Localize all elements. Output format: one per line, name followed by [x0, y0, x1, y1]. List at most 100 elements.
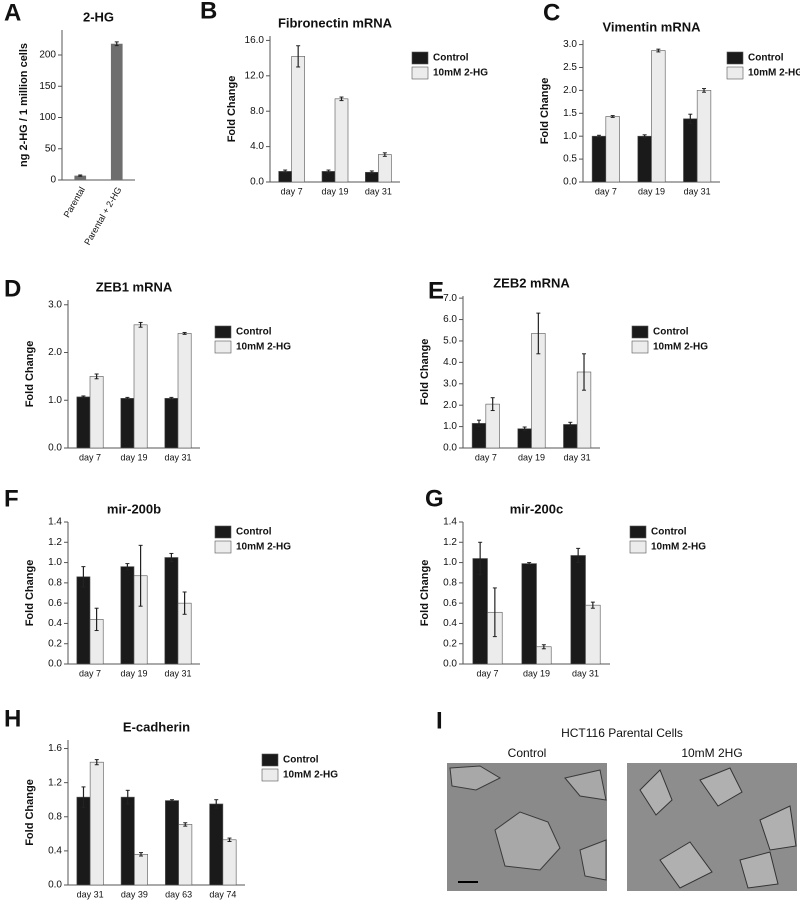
y-tick-label: 0 [50, 175, 56, 186]
y-tick-label: 0.0 [250, 177, 264, 188]
y-tick-label: 2.0 [48, 347, 62, 358]
y-tick-label: 3.0 [563, 39, 577, 50]
cells [639, 767, 797, 889]
panel-letter: A [4, 0, 21, 26]
chart-panel: B Fibronectin mRNA Fold Change 0.0 4.0 8.0 12.… [200, 0, 488, 196]
micrograph-panel: I HCT116 Parental Cells Control 10mM 2HG [436, 707, 797, 891]
panel-letter: G [425, 485, 444, 512]
cells [449, 765, 607, 881]
bar [76, 576, 91, 665]
bar [89, 761, 104, 886]
bar [591, 135, 607, 183]
y-tick-label: 16.0 [245, 35, 265, 46]
y-tick-label: 0.0 [48, 443, 62, 454]
y-tick-label: 2.0 [443, 400, 457, 411]
x-tick-label: day 19 [120, 668, 147, 678]
x-tick-label: day 19 [120, 452, 147, 462]
y-tick-label: 0.6 [443, 598, 457, 609]
bar [536, 646, 552, 665]
image-label: Control [508, 746, 547, 760]
legend-swatch [629, 525, 647, 539]
y-tick-label: 0.2 [443, 638, 457, 649]
legend-swatch [629, 540, 647, 554]
bar [74, 175, 87, 180]
y-tick-label: 0.4 [48, 846, 62, 857]
legend-swatch [214, 340, 232, 354]
y-tick-label: 1.4 [48, 517, 62, 528]
y-tick-label: 3.0 [443, 378, 457, 389]
y-axis-label: Fold Change [419, 339, 431, 406]
y-tick-label: 0.8 [443, 577, 457, 588]
bar [563, 424, 578, 449]
x-tick-label: day 31 [77, 889, 104, 899]
y-tick-label: 7.0 [443, 293, 457, 304]
y-tick-label: 150 [39, 81, 56, 92]
legend-swatch [631, 340, 649, 354]
y-tick-label: 200 [39, 50, 56, 61]
y-tick-label: 0.0 [48, 659, 62, 670]
panel-letter: F [4, 485, 19, 512]
y-tick-label: 4.0 [443, 357, 457, 368]
x-tick-label: day 74 [209, 889, 236, 899]
legend-label: 10mM 2-HG [236, 342, 291, 353]
y-tick-label: 6.0 [443, 314, 457, 325]
y-tick-label: 0.4 [443, 618, 457, 629]
chart-title: ZEB2 mRNA [493, 275, 570, 290]
y-tick-label: 2.0 [563, 85, 577, 96]
chart-title: ZEB1 mRNA [96, 279, 173, 294]
legend-label: Control [748, 53, 784, 64]
y-tick-label: 0.0 [563, 177, 577, 188]
legend-swatch [411, 66, 429, 80]
y-tick-label: 0.0 [443, 659, 457, 670]
y-tick-label: 1.0 [48, 395, 62, 406]
legend-label: 10mM 2-HG [748, 68, 800, 79]
legend-label: Control [653, 327, 689, 338]
chart-title: mir-200c [510, 501, 563, 516]
x-tick-label: day 31 [572, 668, 599, 678]
y-tick-label: 1.0 [443, 557, 457, 568]
chart-title: Vimentin mRNA [603, 19, 702, 34]
y-tick-label: 8.0 [250, 106, 264, 117]
y-tick-label: 1.0 [48, 557, 62, 568]
x-tick-label: day 7 [595, 186, 617, 196]
y-tick-label: 0.2 [48, 638, 62, 649]
y-axis-label: Fold Change [24, 560, 36, 627]
legend-label: Control [236, 327, 272, 338]
bar [517, 428, 532, 449]
bar [651, 50, 666, 183]
y-axis-label: Fold Change [24, 341, 36, 408]
y-tick-label: 1.5 [563, 108, 577, 119]
x-tick-label: Parental [62, 185, 87, 219]
bar [178, 824, 193, 886]
y-tick-label: 1.2 [48, 777, 62, 788]
bar [209, 803, 224, 886]
chart-panel: H E-cadherin Fold Change 0.0 0.4 0.8 1.2 1.6 day… [4, 705, 338, 899]
legend-label: 10mM 2-HG [283, 770, 338, 781]
bar [76, 796, 91, 886]
bar [696, 90, 712, 183]
legend-label: Control [651, 527, 687, 538]
legend-label: 10mM 2-HG [653, 342, 708, 353]
bar [120, 398, 135, 449]
y-tick-label: 0.0 [48, 880, 62, 891]
x-tick-label: day 7 [475, 452, 497, 462]
x-tick-label: day 7 [476, 668, 498, 678]
chart-panel: D ZEB1 mRNA Fold Change 0.0 1.0 2.0 3.0 day 7 da… [4, 275, 291, 462]
bar [637, 135, 652, 183]
y-tick-label: 50 [45, 143, 57, 154]
legend-label: 10mM 2-HG [433, 68, 488, 79]
y-tick-label: 1.0 [563, 131, 577, 142]
x-tick-label: day 7 [79, 668, 101, 678]
y-tick-label: 1.2 [48, 537, 62, 548]
x-tick-label: day 31 [164, 452, 191, 462]
bar [133, 324, 148, 449]
x-tick-label: day 31 [564, 452, 591, 462]
bar [89, 376, 104, 449]
x-tick-label: day 7 [79, 452, 101, 462]
y-tick-label: 3.0 [48, 299, 62, 310]
legend-swatch [261, 768, 279, 782]
bar [291, 56, 305, 183]
bar [164, 398, 179, 449]
